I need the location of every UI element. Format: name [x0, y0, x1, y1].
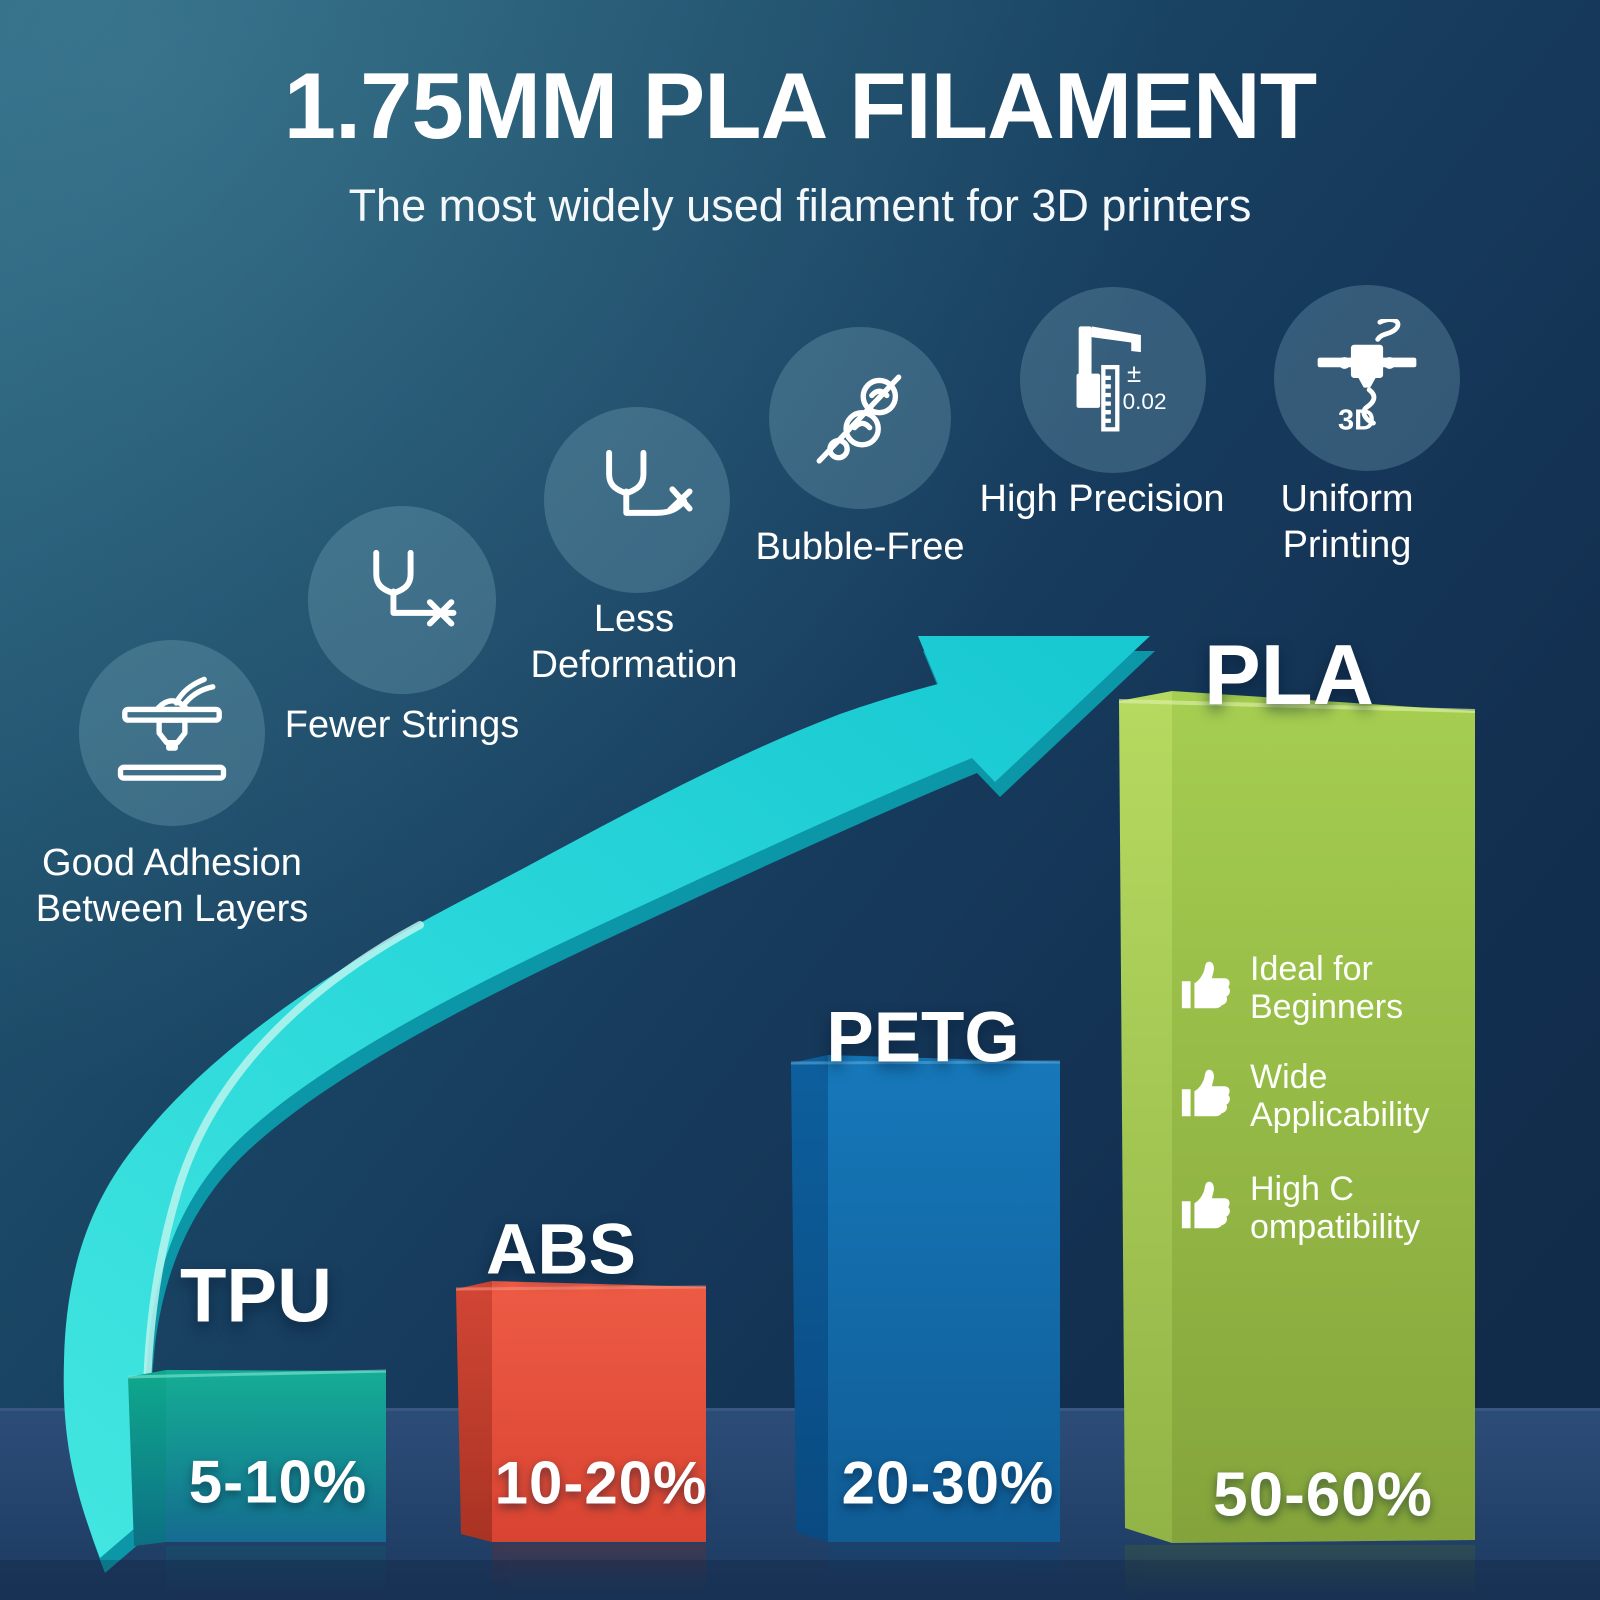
benefit-text: Wide Applicability [1250, 1058, 1430, 1134]
feature-circle-less-deformation [544, 407, 730, 593]
less-deformation-icon [606, 449, 693, 516]
tolerance-sign: ± [1127, 360, 1141, 388]
printer-3d-icon: 3D [1317, 319, 1417, 436]
bar-label-tpu: TPU [180, 1253, 332, 1339]
bar-reflections [166, 1544, 1475, 1600]
bar-petg-side [791, 1055, 828, 1542]
fewer-strings-icon [373, 549, 457, 627]
caliper-icon: ± 0.02 [1076, 326, 1167, 432]
benefit-text-line: High C [1250, 1170, 1354, 1208]
page-subtitle: The most widely used filament for 3D pri… [348, 180, 1252, 231]
bar-value-abs: 10-20% [494, 1449, 708, 1517]
three-d-badge: 3D [1338, 404, 1375, 436]
feature-label-uniform-printing: Uniform Printing [1280, 476, 1413, 568]
bar-tpu-front [166, 1370, 386, 1542]
feature-label-fewer-strings: Fewer Strings [285, 702, 519, 748]
thumbs-up-icon [1181, 961, 1230, 1009]
benefit-item-ideal-for-beginners: Ideal for Beginners [1178, 950, 1403, 1026]
feature-circle-fewer-strings [308, 506, 496, 694]
thumbs-up-icon [1181, 1181, 1230, 1229]
feature-label-bubble-free: Bubble-Free [755, 524, 964, 570]
feature-circle-good-adhesion [79, 640, 265, 826]
benefit-item-wide-applicability: Wide Applicability [1178, 1058, 1430, 1134]
benefit-text: High C ompatibility [1250, 1170, 1420, 1246]
feature-label-line: Less [593, 598, 675, 640]
benefit-text-line: Wide [1250, 1058, 1328, 1096]
page-title: 1.75MM PLA FILAMENT [283, 53, 1317, 158]
bar-abs [455, 1281, 707, 1542]
feature-label-good-adhesion: Good Adhesion Between Layers [36, 840, 309, 932]
print-bed-adhesion-icon [117, 676, 227, 781]
bar-abs-bevel [455, 1285, 707, 1291]
feature-label-line: Between Layers [35, 888, 309, 930]
bar-label-pla: PLA [1204, 628, 1374, 723]
growth-arrow-underside [68, 651, 1155, 1573]
bar-value-tpu: 5-10% [188, 1448, 368, 1516]
bar-pla [1118, 691, 1476, 1543]
feature-label-line: Bubble-Free [755, 526, 965, 568]
bar-value-pla: 50-60% [1213, 1460, 1433, 1530]
feature-label-line: Deformation [530, 644, 738, 686]
benefit-text-line: Applicability [1250, 1096, 1430, 1134]
thumbs-up-icon [1181, 1069, 1230, 1117]
bar-petg [790, 1055, 1061, 1542]
feature-label-line: Good Adhesion [42, 842, 302, 884]
feature-label-high-precision: High Precision [980, 476, 1225, 522]
bar-label-petg: PETG [826, 998, 1020, 1078]
bar-tpu-bevel [127, 1369, 387, 1379]
bar-abs-front [492, 1281, 706, 1542]
growth-arrow-face [63, 636, 1150, 1558]
benefit-item-high-compatibility: High C ompatibility [1178, 1170, 1420, 1246]
bar-pla-front [1172, 691, 1475, 1543]
feature-label-line: Printing [1282, 524, 1412, 566]
benefit-text-line: ompatibility [1250, 1208, 1421, 1246]
bar-tpu [127, 1369, 387, 1546]
feature-label-less-deformation: Less Deformation [531, 596, 738, 688]
bar-abs-side [456, 1281, 492, 1542]
feature-circle-bubble-free [769, 327, 951, 509]
bubble-free-icon [816, 374, 902, 464]
bar-petg-bevel [790, 1060, 1061, 1065]
feature-label-line: High Precision [979, 478, 1225, 520]
bar-petg-front [828, 1055, 1060, 1542]
feature-circle-uniform-printing: 3D [1274, 285, 1460, 471]
feature-label-line: Uniform [1280, 478, 1414, 520]
benefit-text-line: Ideal for [1250, 950, 1373, 988]
feature-label-line: Fewer Strings [284, 704, 520, 746]
feature-circle-high-precision: ± 0.02 [1020, 287, 1206, 473]
bar-value-petg: 20-30% [841, 1449, 1055, 1517]
benefit-text-line: Beginners [1250, 988, 1404, 1026]
bottom-vignette [0, 1560, 1600, 1600]
benefit-text: Ideal for Beginners [1250, 950, 1403, 1026]
bar-label-abs: ABS [486, 1210, 636, 1290]
tolerance-value: 0.02 [1123, 389, 1167, 414]
bar-tpu-side [128, 1370, 166, 1546]
bar-pla-bevel [1118, 699, 1476, 713]
bar-pla-side [1119, 691, 1172, 1543]
